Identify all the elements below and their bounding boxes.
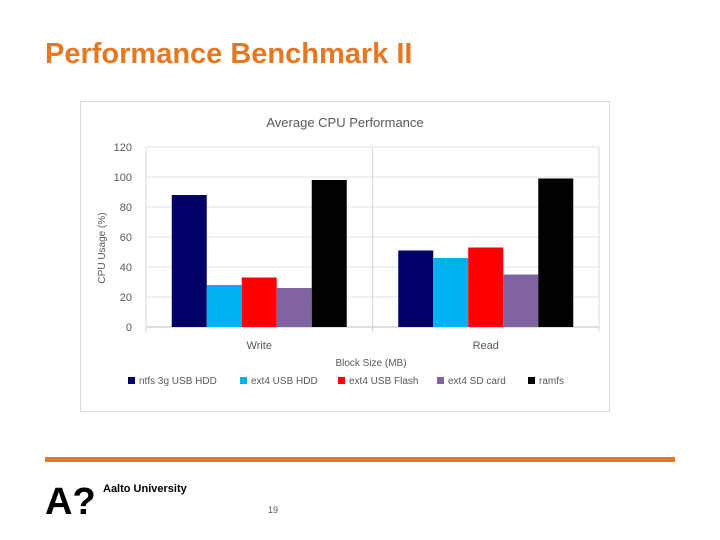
y-axis-label: CPU Usage (%) [97,212,108,283]
bar [276,288,312,327]
y-tick-label: 40 [120,262,132,274]
legend-label: ext4 SD card [448,376,506,387]
legend: ntfs 3g USB HDD ext4 USB HDD ext4 USB Flas… [128,376,564,387]
bars [171,178,574,327]
bar [433,258,469,327]
slide-title: Performance Benchmark II [45,38,413,70]
chart-title: Average CPU Performance [266,115,423,130]
bar [241,277,277,327]
legend-swatch [240,377,247,384]
bar-chart: Average CPU Performance CPU Usage (%) Bl… [97,115,600,387]
bar [311,180,347,327]
legend-label: ntfs 3g USB HDD [139,376,217,387]
logo-text: Aalto University [103,483,187,495]
y-tick-label: 100 [114,172,132,184]
legend-swatch [338,377,345,384]
x-tick-label: Read [473,340,499,352]
legend-swatch [437,377,444,384]
legend-label: ramfs [539,376,564,387]
logo-mark: A? [45,481,96,520]
bar [503,274,539,327]
bar [468,247,504,327]
y-tick-label: 120 [114,142,132,154]
bar [398,250,434,327]
chart-container: Average CPU Performance CPU Usage (%) Bl… [80,101,610,412]
bar [171,195,207,327]
y-tick-label: 60 [120,232,132,244]
footer-rule [45,457,675,462]
legend-swatch [128,377,135,384]
bar [538,178,574,327]
y-tick-label: 20 [120,292,132,304]
x-axis-label: Block Size (MB) [335,358,406,369]
x-tick-labels: Write Read [247,340,499,352]
legend-label: ext4 USB Flash [349,376,418,387]
legend-label: ext4 USB HDD [251,376,318,387]
bar [206,285,242,327]
x-tick-label: Write [247,340,272,352]
y-tick-label: 0 [126,322,132,334]
y-tick-labels: 0 20 40 60 80 100 120 [114,142,132,334]
legend-swatch [528,377,535,384]
page-number: 19 [268,505,279,515]
aalto-logo: A? [45,481,96,520]
y-tick-label: 80 [120,202,132,214]
